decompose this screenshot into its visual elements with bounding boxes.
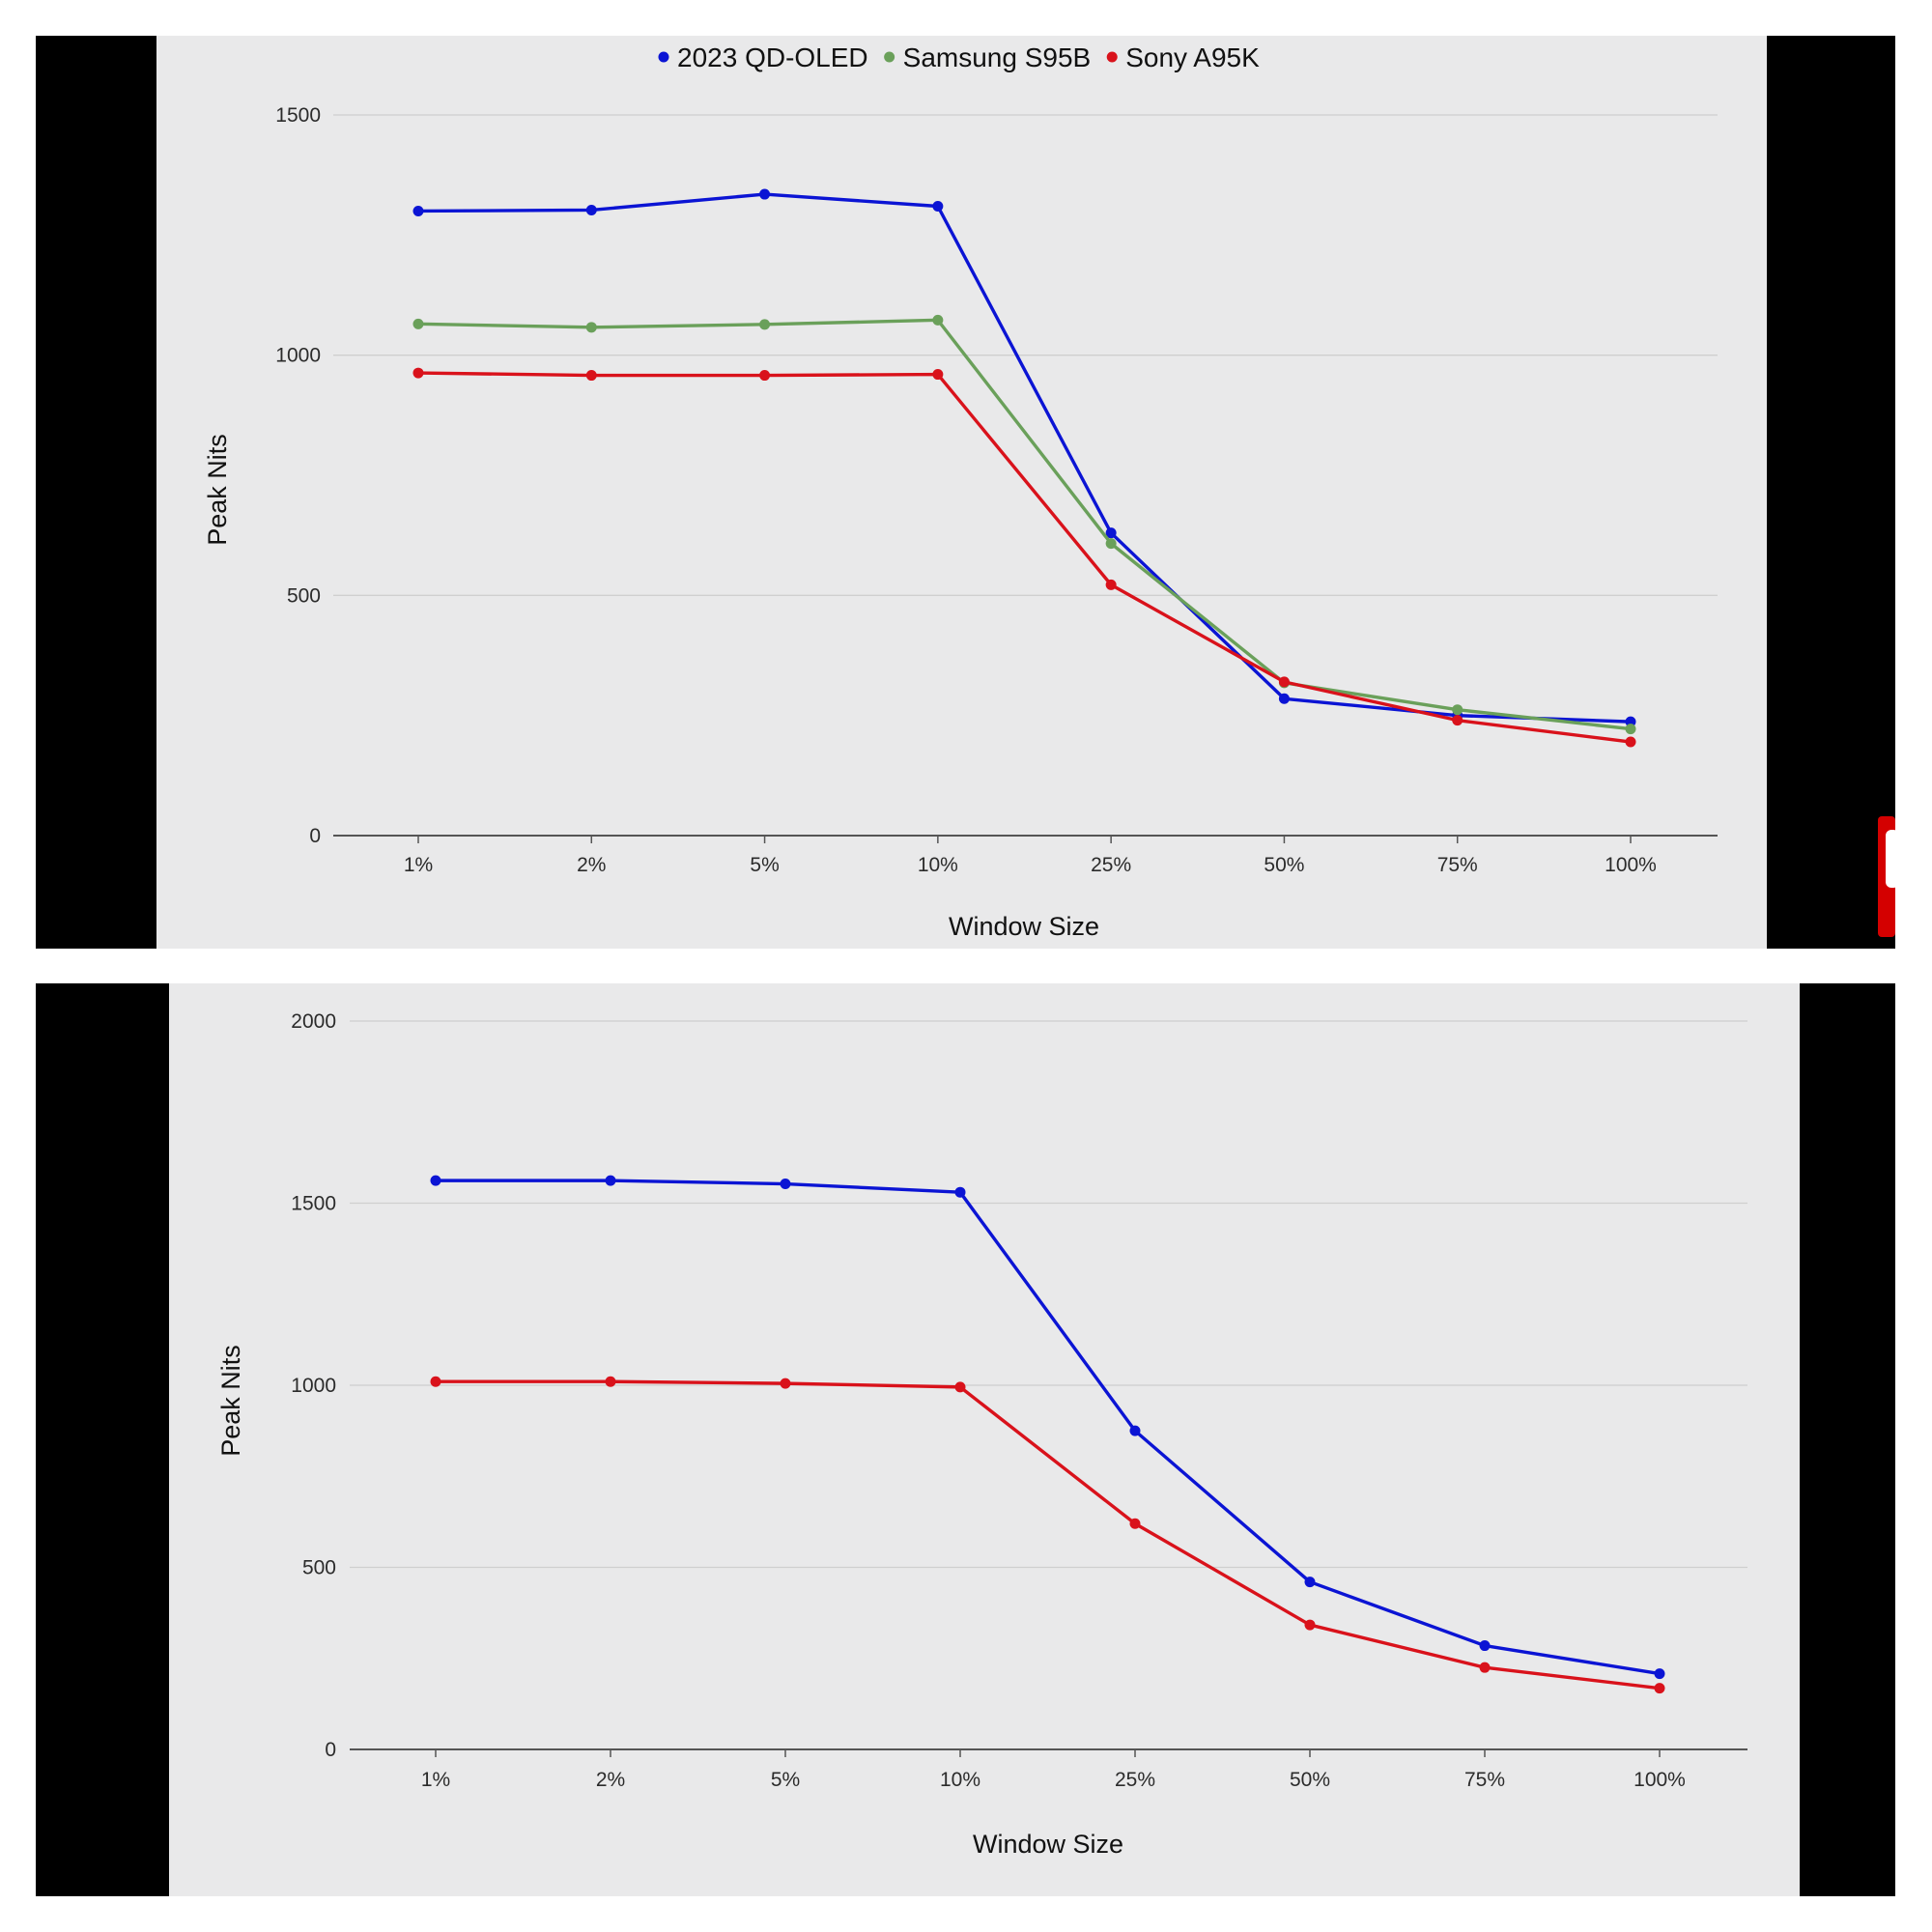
- data-point-sony-a95k: [1452, 715, 1463, 726]
- data-point-2023-qd-oled: [605, 1175, 616, 1186]
- data-point-samsung-s95b: [585, 322, 597, 333]
- top-y-tick-labels: 0 500 1000 1500: [275, 104, 321, 847]
- series-line-sony-a95k: [417, 371, 1632, 744]
- y-tick-label: 1000: [275, 345, 321, 367]
- x-tick-label: 2%: [596, 1769, 625, 1791]
- data-point-samsung-s95b: [412, 318, 424, 329]
- top-legend: 2023 QD-OLED Samsung S95B Sony A95K: [658, 43, 1260, 72]
- data-point-sony-a95k: [605, 1376, 616, 1387]
- top-x-axis-title: Window Size: [949, 912, 1099, 941]
- bottom-x-axis-title: Window Size: [973, 1830, 1123, 1859]
- data-point-2023-qd-oled: [932, 200, 944, 212]
- x-tick-label: 75%: [1464, 1769, 1505, 1791]
- x-tick-label: 1%: [421, 1769, 450, 1791]
- legend-marker-samsung-s95b: [884, 51, 895, 63]
- data-point-sony-a95k: [1654, 1683, 1665, 1694]
- x-tick-label: 5%: [750, 854, 779, 876]
- series-line-sony-a95k: [436, 1379, 1661, 1690]
- data-point-sony-a95k: [1625, 736, 1636, 748]
- x-tick-label: 1%: [404, 854, 433, 876]
- data-point-2023-qd-oled: [1304, 1577, 1316, 1588]
- data-point-2023-qd-oled: [1654, 1668, 1665, 1680]
- data-point-2023-qd-oled: [780, 1179, 791, 1190]
- x-tick-label: 75%: [1437, 854, 1478, 876]
- top-x-tick-labels: 1% 2% 5% 10% 25% 50% 75% 100%: [404, 836, 1657, 876]
- data-point-2023-qd-oled: [954, 1186, 966, 1198]
- bottom-chart-background: [169, 983, 1800, 1896]
- legend-marker-sony-a95k: [1106, 51, 1118, 63]
- x-tick-label: 100%: [1605, 854, 1657, 876]
- top-chart: 0 500 1000 1500 1% 2% 5% 10% 25% 50% 75% 100% Wind…: [203, 43, 1718, 941]
- data-point-sony-a95k: [1278, 676, 1290, 688]
- x-tick-label: 25%: [1091, 854, 1131, 876]
- top-y-axis-title: Peak Nits: [203, 434, 232, 546]
- data-point-sony-a95k: [585, 370, 597, 382]
- bottom-y-tick-labels: 0 500 1000 1500 2000: [291, 1010, 336, 1761]
- x-tick-label: 5%: [771, 1769, 800, 1791]
- top-series: [412, 188, 1636, 748]
- data-point-sony-a95k: [780, 1378, 791, 1389]
- x-tick-label: 25%: [1115, 1769, 1155, 1791]
- legend-label-2023-qd-oled: 2023 QD-OLED: [677, 43, 868, 72]
- y-tick-label: 1500: [291, 1193, 336, 1215]
- x-tick-label: 2%: [577, 854, 606, 876]
- data-point-sony-a95k: [1304, 1619, 1316, 1631]
- data-point-2023-qd-oled: [412, 205, 424, 216]
- y-tick-label: 1500: [275, 104, 321, 127]
- y-tick-label: 1000: [291, 1375, 336, 1397]
- series-line-2023-qd-oled: [417, 192, 1632, 724]
- legend-label-samsung-s95b: Samsung S95B: [903, 43, 1092, 72]
- x-tick-label: 50%: [1290, 1769, 1330, 1791]
- data-point-samsung-s95b: [932, 314, 944, 326]
- data-point-2023-qd-oled: [1278, 693, 1290, 704]
- x-tick-label: 50%: [1264, 854, 1304, 876]
- data-point-samsung-s95b: [1452, 704, 1463, 716]
- top-gridlines: [333, 114, 1718, 837]
- x-tick-label: 100%: [1634, 1769, 1686, 1791]
- legend-label-sony-a95k: Sony A95K: [1125, 43, 1260, 72]
- data-point-2023-qd-oled: [430, 1175, 441, 1186]
- bottom-y-axis-title: Peak Nits: [216, 1345, 245, 1457]
- data-point-sony-a95k: [430, 1376, 441, 1387]
- y-tick-label: 500: [302, 1557, 336, 1579]
- data-point-samsung-s95b: [1105, 538, 1117, 550]
- y-tick-label: 500: [287, 584, 321, 607]
- legend-marker-2023-qd-oled: [658, 51, 669, 63]
- bottom-series: [430, 1175, 1665, 1694]
- data-point-samsung-s95b: [1625, 724, 1636, 735]
- data-point-sony-a95k: [1105, 579, 1117, 590]
- data-point-2023-qd-oled: [1479, 1640, 1491, 1652]
- subscribe-badge[interactable]: [1878, 816, 1899, 937]
- data-point-sony-a95k: [932, 369, 944, 381]
- top-chart-background: [156, 36, 1767, 949]
- y-tick-label: 0: [309, 825, 321, 847]
- data-point-2023-qd-oled: [1105, 527, 1117, 539]
- y-tick-label: 0: [325, 1739, 336, 1761]
- data-point-2023-qd-oled: [759, 188, 771, 200]
- data-point-2023-qd-oled: [585, 204, 597, 215]
- x-tick-label: 10%: [940, 1769, 980, 1791]
- series-line-2023-qd-oled: [436, 1179, 1661, 1676]
- data-point-sony-a95k: [1129, 1518, 1141, 1529]
- data-point-2023-qd-oled: [1129, 1425, 1141, 1436]
- y-tick-label: 2000: [291, 1010, 336, 1033]
- data-point-sony-a95k: [1479, 1662, 1491, 1673]
- series-line-samsung-s95b: [417, 318, 1632, 731]
- data-point-sony-a95k: [759, 370, 771, 382]
- play-icon: [1886, 830, 1899, 888]
- x-tick-label: 10%: [918, 854, 958, 876]
- bottom-gridlines: [350, 1020, 1747, 1750]
- data-point-samsung-s95b: [759, 319, 771, 330]
- bottom-x-tick-labels: 1% 2% 5% 10% 25% 50% 75% 100%: [421, 1749, 1686, 1791]
- data-point-sony-a95k: [412, 367, 424, 379]
- data-point-sony-a95k: [954, 1381, 966, 1393]
